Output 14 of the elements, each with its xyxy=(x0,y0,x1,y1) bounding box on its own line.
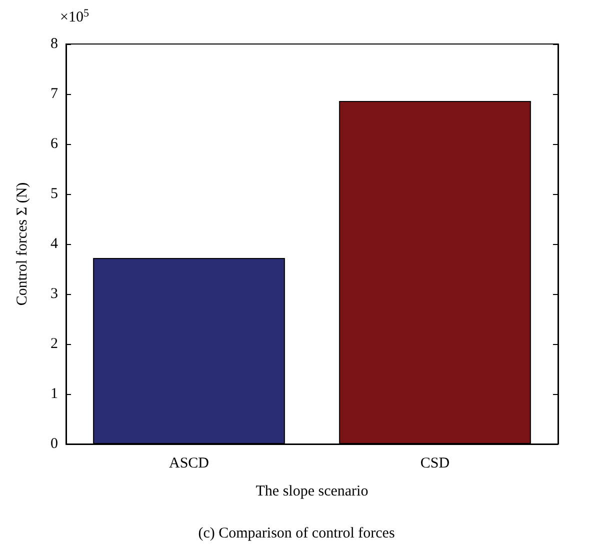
y-tick-label: 2 xyxy=(50,336,58,352)
y-tick-label: 6 xyxy=(50,136,58,152)
y-tick-label: 3 xyxy=(50,286,58,302)
y-tick-label: 8 xyxy=(50,36,58,52)
text: (c) Comparison of control forces xyxy=(198,526,395,542)
y-axis-title: Control forces Σ (N) xyxy=(14,182,30,306)
y-tick-label: 4 xyxy=(50,236,58,252)
x-axis-title: The slope scenario xyxy=(256,484,368,500)
y-tick-label: 0 xyxy=(50,436,58,452)
x-tick-label: ASCD xyxy=(168,456,210,472)
y-tick-label: 7 xyxy=(50,86,58,102)
x-tick-label: CSD xyxy=(420,456,450,472)
y-tick-label: 5 xyxy=(50,186,58,202)
y-tick-label: 1 xyxy=(50,386,58,402)
